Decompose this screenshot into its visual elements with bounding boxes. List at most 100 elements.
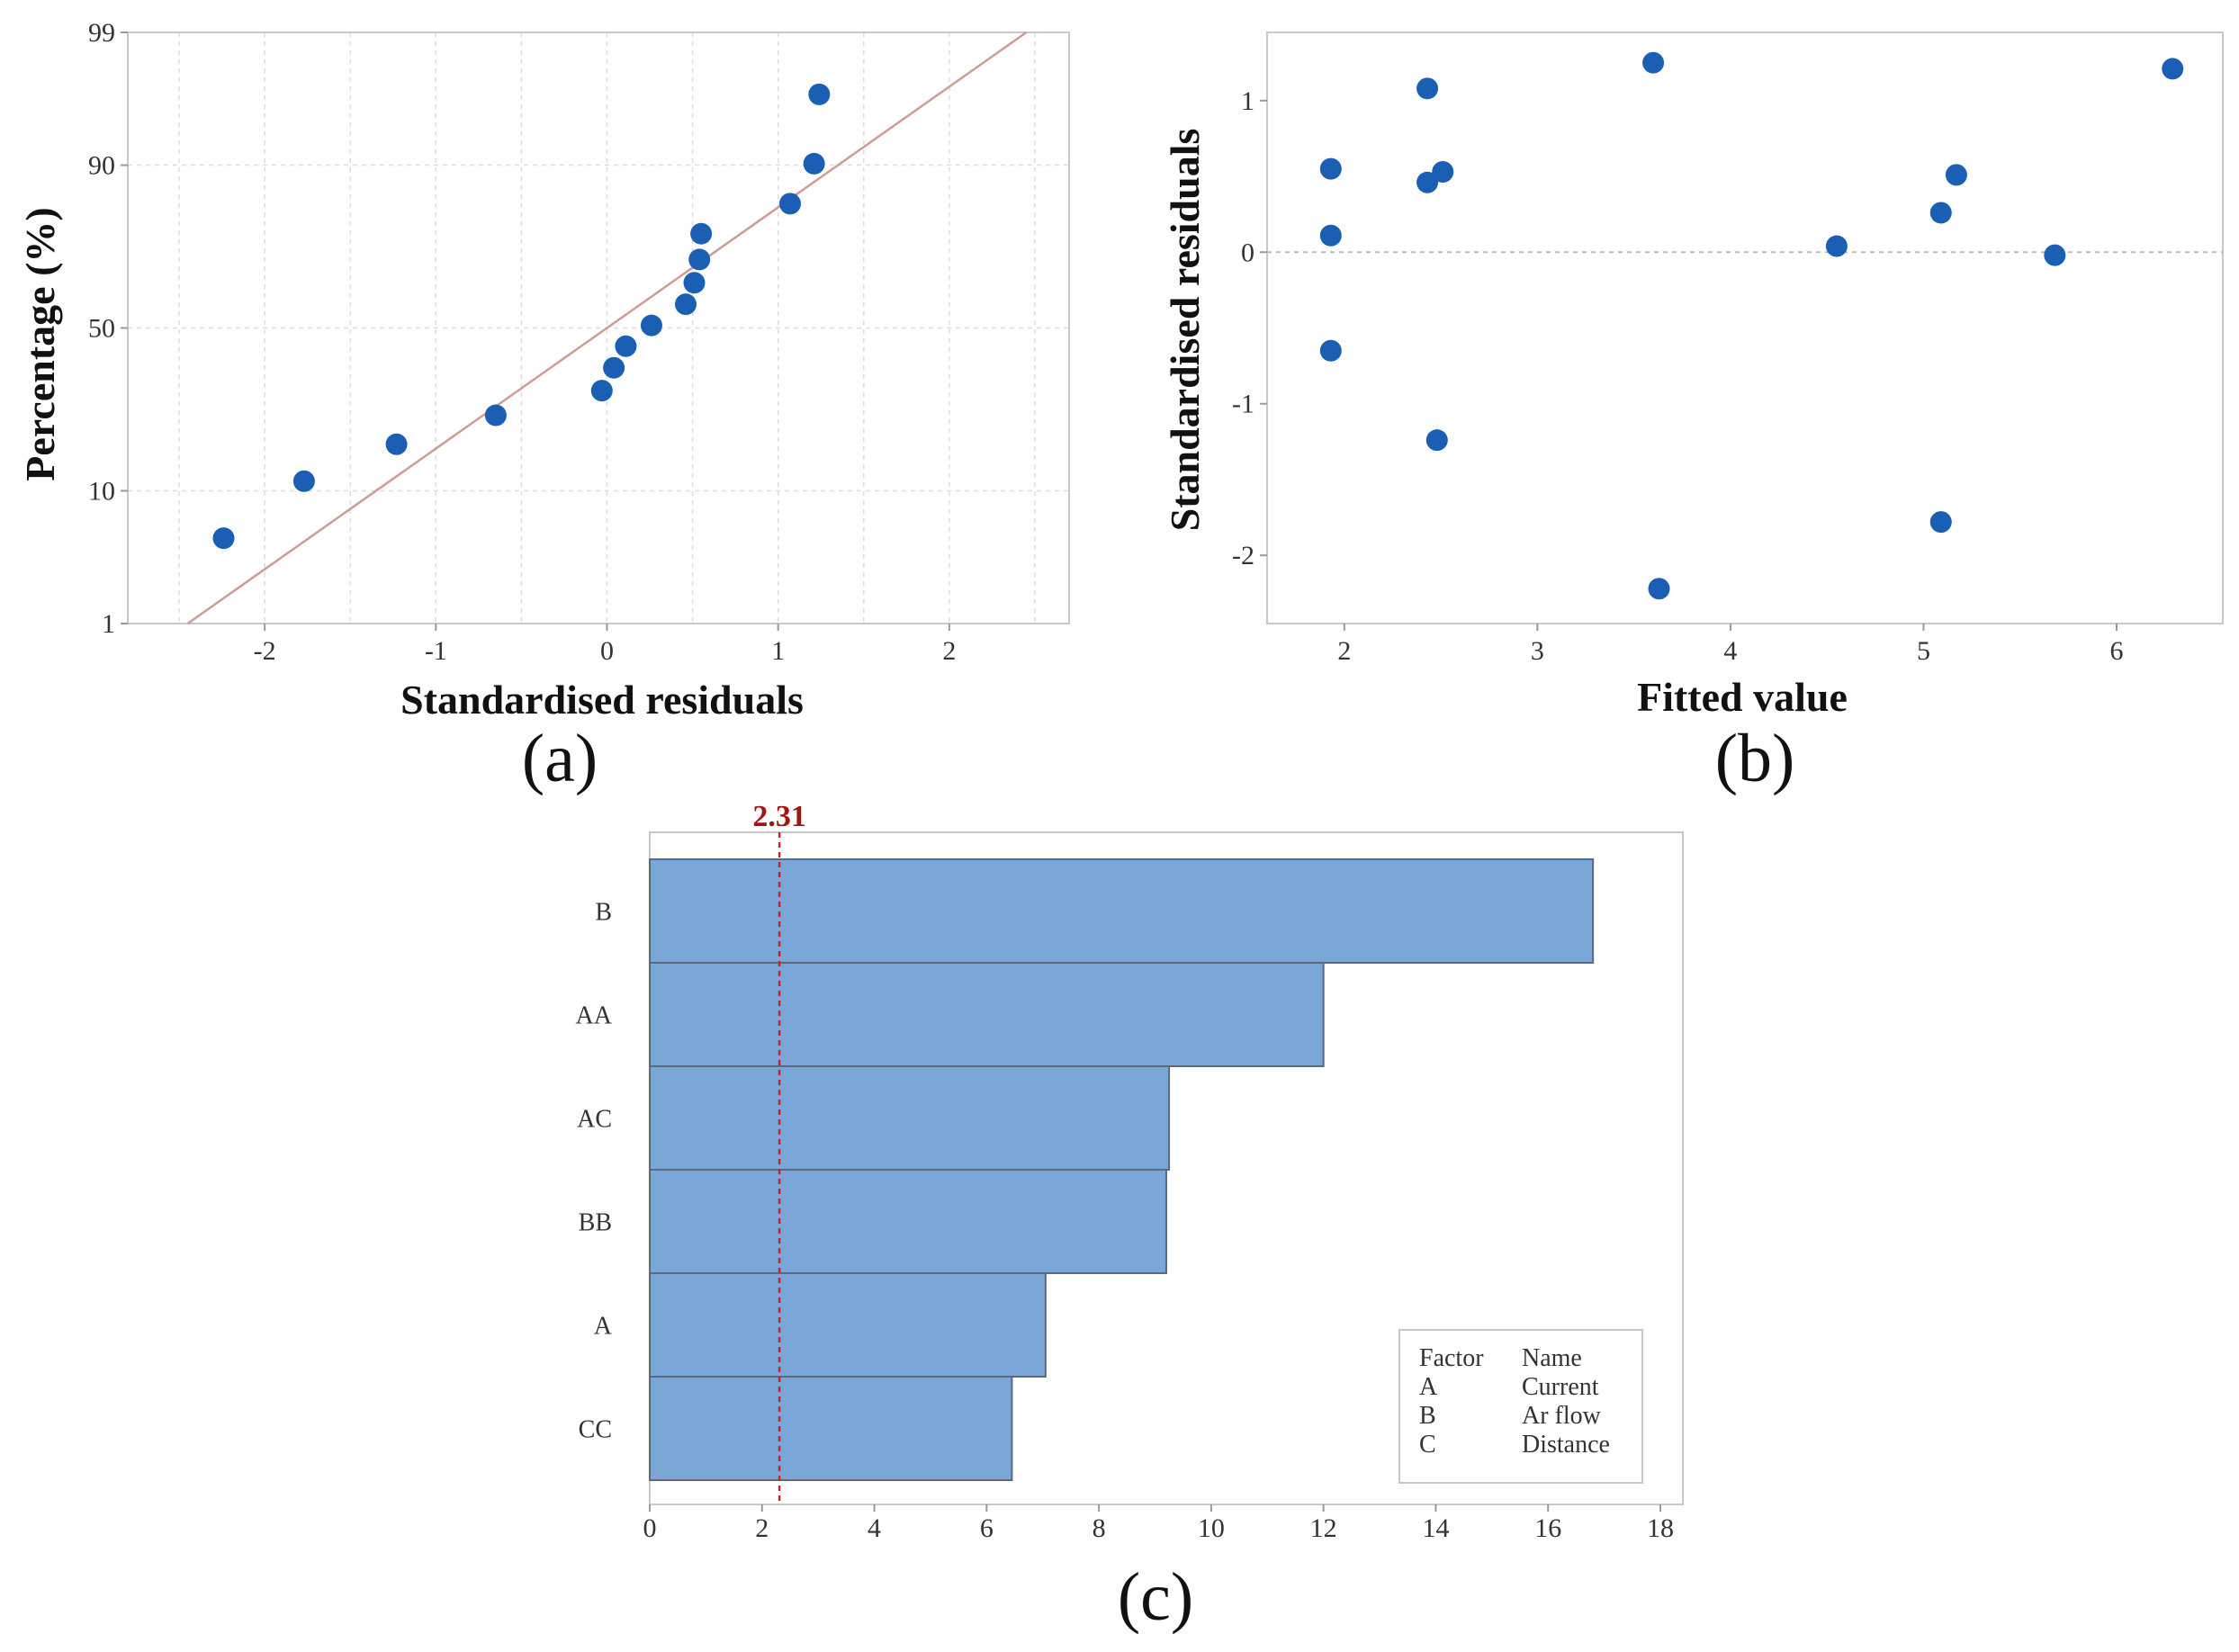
c-bar xyxy=(649,1272,1047,1378)
c-category-label: B xyxy=(595,899,612,927)
a-data-point xyxy=(292,470,315,492)
a-gridlines xyxy=(128,31,1069,624)
b-data-point xyxy=(2162,58,2184,80)
c-legend-factor: C xyxy=(1419,1431,1436,1459)
a-y-tick-label: 90 xyxy=(88,151,115,181)
c-category-label: CC xyxy=(579,1416,612,1444)
b-panel-label: (b) xyxy=(1715,721,1795,796)
c-x-tick-label: 16 xyxy=(1534,1513,1561,1543)
b-data-point xyxy=(1648,578,1670,600)
a-y-tick-label: 99 xyxy=(88,18,115,48)
b-data-point xyxy=(1416,171,1439,193)
c-tick-labels: 0 2 4 6 8 10 12 14 16 18 xyxy=(643,1504,1674,1543)
a-y-axis-title: Percentage (%) xyxy=(17,207,63,480)
c-legend-name: Current xyxy=(1522,1373,1599,1401)
a-data-point xyxy=(803,152,825,175)
b-data-point xyxy=(2044,244,2066,266)
c-legend-box xyxy=(1398,1329,1643,1484)
b-data-point xyxy=(1432,160,1454,183)
b-data-point xyxy=(1319,157,1342,180)
c-legend-header-factor: Factor xyxy=(1419,1344,1484,1372)
c-x-tick-label: 10 xyxy=(1198,1513,1225,1543)
a-x-axis-title: Standardised residuals xyxy=(400,677,804,723)
b-data-point xyxy=(1929,202,1952,224)
a-data-point xyxy=(640,314,662,337)
c-x-tick-label: 8 xyxy=(1093,1513,1106,1543)
b-points xyxy=(1319,51,2184,600)
b-data-point xyxy=(1425,429,1448,452)
c-bar xyxy=(649,1376,1013,1481)
b-y-axis-title: Standardised residuals xyxy=(1162,129,1208,532)
c-legend-header-name: Name xyxy=(1522,1344,1582,1372)
b-y-tick-label: 1 xyxy=(1241,86,1254,116)
b-x-axis-title: Fitted value xyxy=(1637,674,1848,720)
c-x-tick-label: 2 xyxy=(755,1513,769,1543)
a-data-point xyxy=(212,527,235,550)
c-bar xyxy=(649,962,1325,1067)
b-data-point xyxy=(1416,77,1439,100)
b-y-tick-label: -2 xyxy=(1232,541,1254,570)
a-x-tick-label: -2 xyxy=(254,636,276,666)
c-x-tick-label: 18 xyxy=(1647,1513,1674,1543)
c-x-tick-label: 4 xyxy=(868,1513,881,1543)
c-legend-name: Ar flow xyxy=(1522,1402,1602,1430)
b-plot-frame xyxy=(1266,31,2224,624)
a-data-point xyxy=(808,83,831,105)
c-bars xyxy=(649,858,1595,1481)
b-x-tick-label: 6 xyxy=(2110,636,2124,666)
a-data-point xyxy=(385,433,408,455)
b-x-tick-label: 2 xyxy=(1337,636,1351,666)
c-legend: Factor Name A Current B Ar flow C Distan… xyxy=(1398,1329,1643,1484)
b-y-tick-label: 0 xyxy=(1241,238,1254,267)
b-data-point xyxy=(1945,164,1967,186)
a-points xyxy=(212,83,831,550)
b-data-point xyxy=(1929,511,1952,534)
a-x-tick-label: 2 xyxy=(942,636,956,666)
c-category-labels: B AA AC BB A CC xyxy=(576,899,613,1444)
c-bar xyxy=(649,858,1595,964)
a-data-point xyxy=(615,335,637,357)
a-y-tick-label: 50 xyxy=(88,314,115,344)
c-category-label: AC xyxy=(577,1106,612,1134)
a-data-point xyxy=(590,380,613,402)
b-data-point xyxy=(1319,224,1342,247)
b-tick-labels: 2 3 4 5 6 -2 -1 0 1 xyxy=(1232,86,2124,666)
a-tick-labels: -2 -1 0 1 2 1 10 50 90 99 xyxy=(88,18,956,666)
a-x-tick-label: 1 xyxy=(771,636,785,666)
panel-b-residuals-vs-fits: 2 3 4 5 6 -2 -1 0 1 Fitted value Standardised re… xyxy=(1162,31,2224,796)
a-x-tick-label: 0 xyxy=(600,636,614,666)
a-fit-line xyxy=(186,31,1028,625)
a-data-point xyxy=(674,293,697,316)
c-legend-name: Distance xyxy=(1522,1431,1610,1459)
c-panel-label: (c) xyxy=(1118,1559,1193,1635)
a-panel-label: (a) xyxy=(522,721,598,796)
b-data-point xyxy=(1319,339,1342,362)
a-data-point xyxy=(484,404,507,426)
c-category-label: AA xyxy=(576,1002,613,1030)
b-y-tick-label: -1 xyxy=(1232,390,1254,419)
a-data-point xyxy=(688,248,711,271)
b-x-tick-label: 5 xyxy=(1917,636,1930,666)
c-category-label: A xyxy=(594,1313,613,1341)
a-data-point xyxy=(603,356,625,379)
c-x-tick-label: 12 xyxy=(1310,1513,1337,1543)
c-x-tick-label: 14 xyxy=(1422,1513,1449,1543)
c-reference-value-label: 2.31 xyxy=(752,800,806,833)
c-x-tick-label: 6 xyxy=(980,1513,994,1543)
a-data-point xyxy=(683,272,706,294)
c-bar xyxy=(649,1065,1171,1171)
c-legend-factor: B xyxy=(1419,1402,1436,1430)
b-data-point xyxy=(1642,51,1665,74)
a-y-tick-label: 1 xyxy=(102,609,115,639)
b-x-tick-label: 3 xyxy=(1531,636,1544,666)
b-data-point xyxy=(1825,235,1848,257)
a-x-tick-label: -1 xyxy=(425,636,447,666)
c-x-tick-label: 0 xyxy=(643,1513,657,1543)
c-bar xyxy=(649,1169,1167,1274)
b-x-tick-label: 4 xyxy=(1723,636,1737,666)
a-data-point xyxy=(779,193,802,215)
a-y-tick-label: 10 xyxy=(88,476,115,506)
